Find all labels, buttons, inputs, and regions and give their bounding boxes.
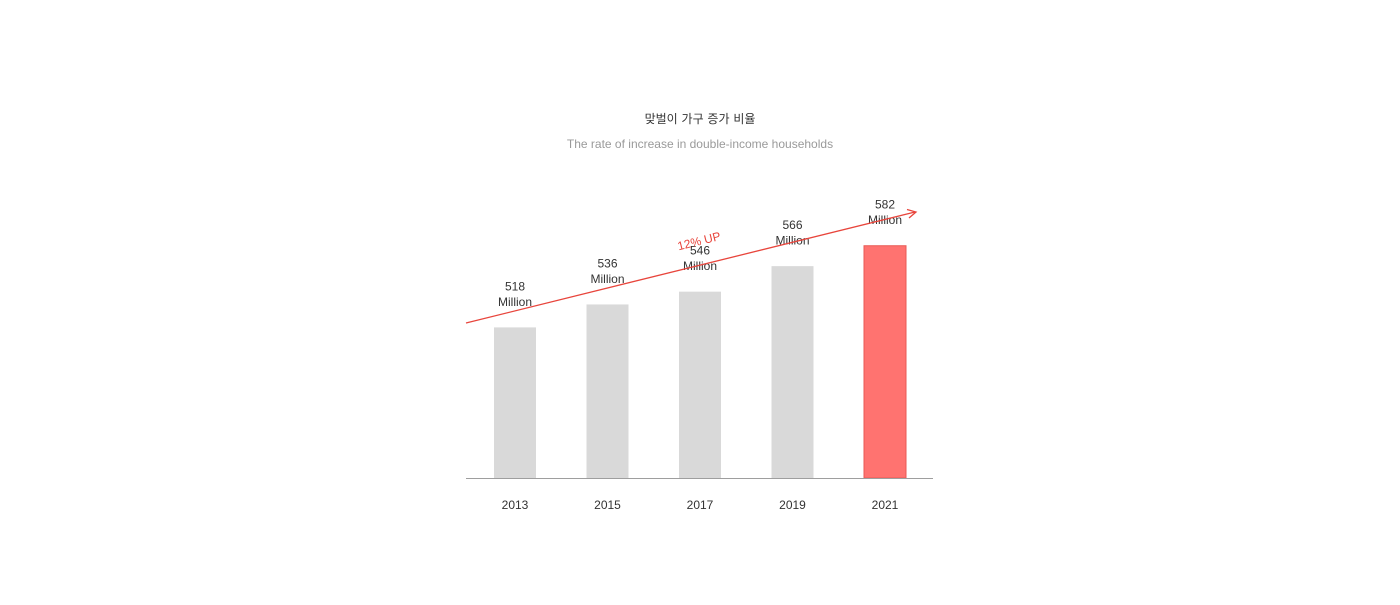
x-tick-label-2021: 2021 (872, 498, 899, 512)
x-tick-label-2015: 2015 (594, 498, 621, 512)
x-tick-labels-layer: 2013 2015 2017 2019 2021 (502, 498, 899, 512)
x-tick-label-2013: 2013 (502, 498, 529, 512)
trend-arrow-head (906, 208, 918, 219)
value-label-2021: 582 (875, 198, 895, 212)
value-label-2015: 536 (597, 256, 617, 270)
unit-label-2017: Million (683, 259, 717, 273)
bar-2015 (586, 304, 629, 478)
value-label-2019: 566 (782, 218, 802, 232)
bars-layer (494, 245, 907, 479)
value-label-2013: 518 (505, 279, 525, 293)
value-label-2017: 546 (690, 244, 710, 258)
x-tick-label-2019: 2019 (779, 498, 806, 512)
bar-2013 (494, 327, 536, 478)
x-tick-label-2017: 2017 (687, 498, 714, 512)
bar-2021 (863, 245, 907, 479)
unit-label-2021: Million (868, 213, 902, 227)
chart-subtitle: The rate of increase in double-income ho… (566, 137, 834, 151)
unit-label-2013: Million (498, 295, 532, 309)
trend-arrow-line (465, 211, 916, 324)
bar-2017 (679, 291, 721, 478)
chart-title: 맞벌이 가구 증가 비율 (644, 112, 756, 126)
bar-2019 (771, 266, 814, 478)
unit-label-2015: Million (590, 272, 624, 286)
